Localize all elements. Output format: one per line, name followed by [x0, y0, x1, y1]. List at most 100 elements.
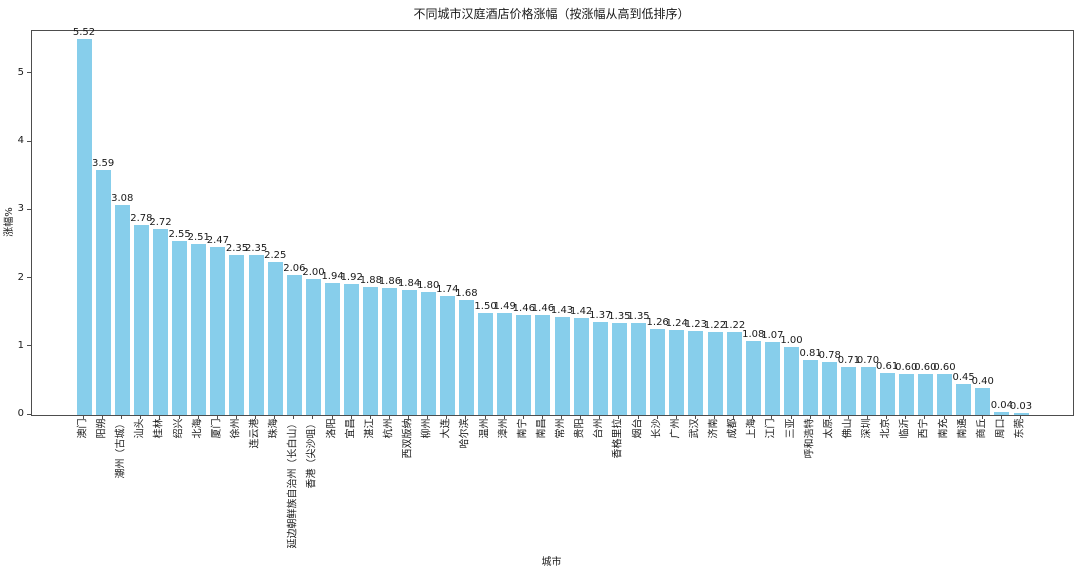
x-tick-label: 珠海 [268, 418, 280, 439]
x-tick [102, 415, 104, 419]
bar [229, 254, 245, 415]
x-tick-label: 三亚 [785, 418, 797, 439]
bar-value-label: 1.07 [761, 330, 784, 342]
x-tick-label: 广州 [670, 418, 682, 439]
x-tick [408, 415, 410, 419]
y-tick-label: 5 [17, 66, 24, 78]
y-tick-label: 3 [17, 203, 24, 215]
x-tick-label: 宜昌 [345, 418, 357, 439]
x-tick [178, 415, 180, 419]
x-tick [599, 415, 601, 419]
bar-value-label: 2.00 [302, 266, 325, 278]
x-tick-label: 西宁 [918, 418, 930, 439]
bar-value-label: 0.60 [914, 362, 937, 374]
x-tick [905, 415, 907, 419]
bar-value-label: 1.68 [455, 288, 478, 300]
x-tick [293, 415, 295, 419]
bar [248, 254, 264, 415]
bar-value-label: 1.86 [378, 276, 402, 288]
x-tick [197, 415, 199, 419]
bar [344, 284, 360, 415]
x-tick [1000, 415, 1002, 419]
y-tick [27, 413, 31, 415]
bar-value-label: 2.25 [264, 249, 287, 261]
x-tick [140, 415, 142, 419]
bar [458, 300, 474, 415]
x-tick-label: 温州 [479, 418, 491, 439]
x-tick-label: 南充 [938, 418, 949, 439]
bar [975, 387, 991, 415]
x-tick-label: 延边朝鲜族自治州（长白山） [287, 418, 299, 549]
bar-value-label: 1.46 [512, 303, 535, 315]
bar [592, 321, 608, 415]
bar-value-label: 3.59 [91, 158, 115, 170]
x-tick [675, 415, 677, 419]
x-tick [924, 415, 926, 419]
x-tick [159, 415, 161, 419]
bar [860, 367, 876, 415]
bar [841, 366, 857, 415]
x-tick [121, 415, 123, 419]
bar-value-label: 0.70 [856, 355, 880, 367]
x-tick-label: 澳门 [77, 418, 89, 439]
x-tick [828, 415, 830, 419]
x-tick-label: 南宁 [517, 418, 529, 439]
bar-value-label: 0.71 [837, 354, 861, 366]
bar [650, 329, 666, 415]
bar [76, 38, 92, 415]
bar [879, 373, 895, 415]
bar-value-label: 2.51 [187, 231, 210, 243]
bar [133, 225, 149, 415]
x-tick [867, 415, 869, 419]
x-tick-label: 太原 [823, 418, 835, 439]
bar [822, 361, 838, 415]
bar [95, 170, 111, 415]
bar-value-label: 1.43 [550, 305, 574, 317]
x-tick-label: 商丘 [976, 418, 988, 439]
x-tick [484, 415, 486, 419]
x-tick [427, 415, 429, 419]
x-tick [522, 415, 524, 419]
x-tick-label: 大连 [440, 418, 452, 439]
x-tick [809, 415, 811, 419]
x-tick [752, 415, 754, 419]
x-tick-label: 烟台 [632, 418, 644, 439]
y-tick-label: 2 [17, 271, 24, 283]
bar [707, 331, 723, 415]
bar [267, 261, 283, 415]
x-tick-label: 西双版纳 [402, 418, 414, 459]
x-tick-label: 江门 [765, 418, 777, 439]
bar [726, 331, 742, 415]
bar-value-label: 0.45 [952, 372, 975, 384]
x-tick-label: 香港（尖沙咀） [306, 418, 318, 489]
bar-value-label: 1.92 [340, 272, 363, 284]
x-tick [1020, 415, 1021, 419]
bar [956, 384, 972, 415]
x-tick [216, 415, 218, 419]
bar-value-label: 0.60 [895, 362, 918, 374]
bar-value-label: 1.74 [436, 284, 459, 296]
bar-value-label: 1.22 [703, 319, 727, 331]
bar-value-label: 1.37 [589, 309, 612, 321]
y-tick [27, 277, 31, 279]
y-tick-label: 0 [17, 408, 24, 419]
bar-value-label: 2.06 [283, 262, 306, 274]
x-tick [962, 415, 964, 419]
bar [669, 330, 685, 415]
bar-value-label: 2.78 [130, 213, 153, 225]
x-tick-label: 杭州 [383, 418, 395, 439]
x-tick [83, 415, 84, 419]
bar [1013, 412, 1029, 415]
x-tick [771, 415, 773, 419]
x-tick-label: 成都 [727, 418, 739, 439]
x-tick-label: 洛阳 [326, 418, 338, 439]
bar [994, 412, 1010, 415]
bar [688, 331, 704, 415]
x-tick [312, 415, 314, 419]
x-tick-label: 南通 [957, 418, 969, 439]
x-tick [541, 415, 543, 419]
x-tick-label: 徐州 [230, 418, 242, 439]
x-tick-label: 上海 [746, 418, 758, 439]
bar [516, 315, 532, 415]
